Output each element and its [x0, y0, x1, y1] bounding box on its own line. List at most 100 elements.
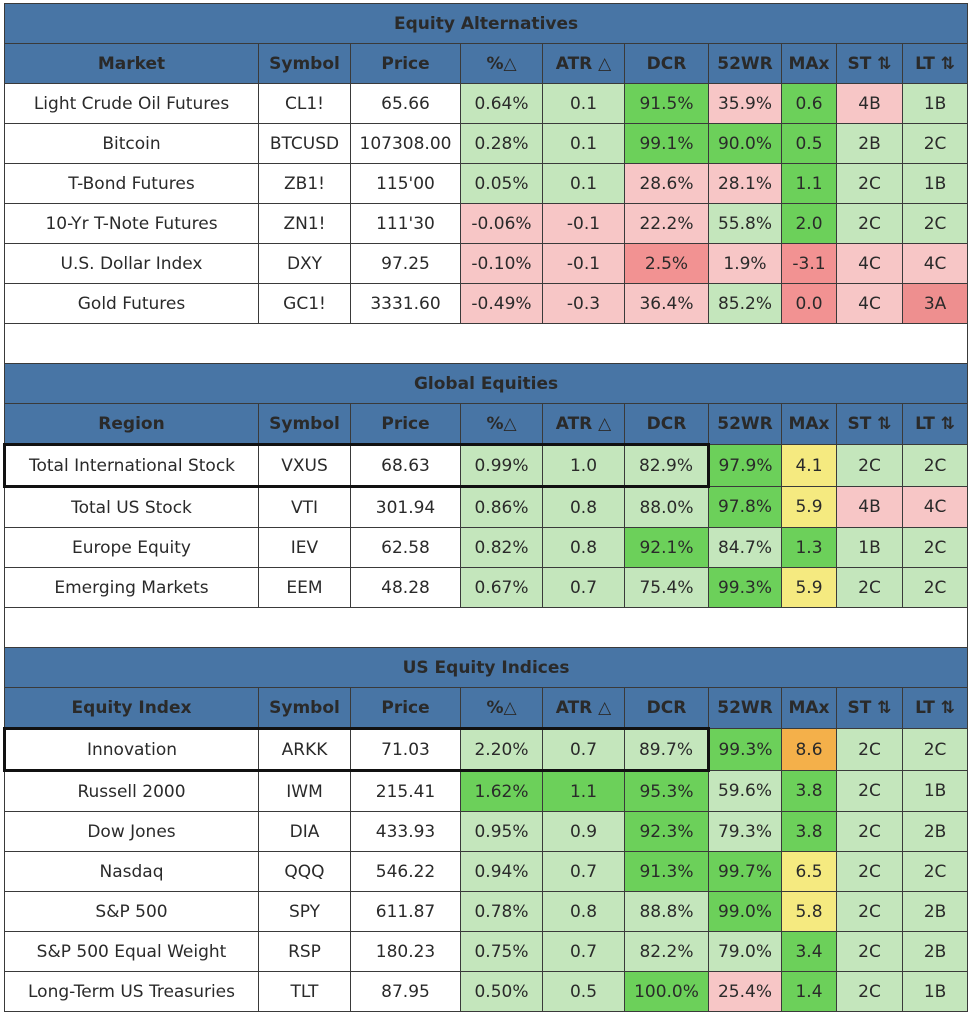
column-header-price: Price — [350, 687, 461, 729]
row-max: 3.4 — [781, 931, 837, 972]
table-row: T-Bond Futures ZB1! 115'00 0.05% 0.1 28.… — [4, 163, 969, 204]
column-header-symbol: Symbol — [258, 403, 351, 445]
row-price: 611.87 — [350, 891, 461, 932]
row-dcr: 28.6% — [624, 163, 709, 204]
row-lt: 2B — [901, 931, 969, 972]
column-header-max: MAx — [781, 403, 837, 445]
row-price: 87.95 — [350, 971, 461, 1012]
row-name: S&P 500 Equal Weight — [4, 931, 259, 972]
table-row: S&P 500 SPY 611.87 0.78% 0.8 88.8% 99.0%… — [4, 891, 969, 932]
row-dcr: 92.1% — [624, 527, 709, 568]
row-price: 3331.60 — [350, 283, 461, 324]
row-symbol: TLT — [258, 971, 351, 1012]
column-header-symbol: Symbol — [258, 43, 351, 84]
row-atr-change: 0.9 — [542, 811, 625, 852]
row-symbol: DXY — [258, 243, 351, 284]
row-max: 0.6 — [781, 83, 837, 124]
row-atr-change: 0.7 — [542, 727, 625, 772]
row-pct-change: 0.78% — [460, 891, 543, 932]
row-symbol: VXUS — [258, 443, 351, 488]
row-atr-change: 0.8 — [542, 891, 625, 932]
row-name: Innovation — [3, 727, 259, 772]
column-header-equity-index: Equity Index — [4, 687, 259, 729]
row-name: Europe Equity — [4, 527, 259, 568]
row-52wr: 1.9% — [708, 243, 782, 284]
row-lt: 3A — [901, 283, 969, 324]
row-st: 2C — [836, 811, 903, 852]
row-max: 1.3 — [781, 527, 837, 568]
row-price: 97.25 — [350, 243, 461, 284]
row-52wr: 55.8% — [708, 203, 782, 244]
table-row: Nasdaq QQQ 546.22 0.94% 0.7 91.3% 99.7% … — [4, 851, 969, 892]
row-st: 2C — [836, 891, 903, 932]
row-name: 10-Yr T-Note Futures — [4, 203, 259, 244]
row-dcr: 89.7% — [624, 727, 710, 772]
row-name: Long-Term US Treasuries — [4, 971, 259, 1012]
row-st: 4B — [836, 486, 903, 528]
row-max: 0.0 — [781, 283, 837, 324]
section-spacer — [3, 323, 969, 364]
row-52wr: 99.3% — [708, 567, 782, 608]
row-pct-change: 1.62% — [460, 770, 543, 812]
row-name: Nasdaq — [4, 851, 259, 892]
row-st: 2C — [836, 770, 903, 812]
row-price: 107308.00 — [350, 123, 461, 164]
table-row: Light Crude Oil Futures CL1! 65.66 0.64%… — [4, 83, 969, 124]
column-header-market: Market — [4, 43, 259, 84]
row-pct-change: 0.05% — [460, 163, 543, 204]
row-symbol: ZN1! — [258, 203, 351, 244]
column-header-lt: LT ⇅ — [901, 403, 969, 445]
row-max: 5.9 — [781, 567, 837, 608]
row-atr-change: 0.1 — [542, 163, 625, 204]
row-max: 2.0 — [781, 203, 837, 244]
row-dcr: 2.5% — [624, 243, 709, 284]
row-price: 180.23 — [350, 931, 461, 972]
row-52wr: 79.3% — [708, 811, 782, 852]
section-spacer — [3, 607, 969, 648]
row-pct-change: 2.20% — [460, 727, 543, 772]
row-name: Emerging Markets — [4, 567, 259, 608]
column-header-st: ST ⇅ — [836, 403, 903, 445]
row-52wr: 84.7% — [708, 527, 782, 568]
row-lt: 1B — [901, 971, 969, 1012]
row-st: 2C — [836, 851, 903, 892]
row-price: 62.58 — [350, 527, 461, 568]
column-header-atr-change: ATR △ — [542, 687, 625, 729]
row-symbol: RSP — [258, 931, 351, 972]
row-dcr: 91.5% — [624, 83, 709, 124]
row-st: 1B — [836, 527, 903, 568]
row-pct-change: 0.50% — [460, 971, 543, 1012]
row-pct-change: 0.64% — [460, 83, 543, 124]
row-price: 71.03 — [350, 727, 461, 772]
row-atr-change: 0.5 — [542, 971, 625, 1012]
row-pct-change: 0.86% — [460, 486, 543, 528]
row-atr-change: 0.7 — [542, 931, 625, 972]
row-dcr: 100.0% — [624, 971, 709, 1012]
column-header-dcr: DCR — [624, 403, 709, 445]
row-name: S&P 500 — [4, 891, 259, 932]
row-max: 3.8 — [781, 770, 837, 812]
table-row: S&P 500 Equal Weight RSP 180.23 0.75% 0.… — [4, 931, 969, 972]
row-max: -3.1 — [781, 243, 837, 284]
row-atr-change: 0.7 — [542, 851, 625, 892]
row-st: 2C — [836, 931, 903, 972]
row-symbol: BTCUSD — [258, 123, 351, 164]
column-header-atr-change: ATR △ — [542, 403, 625, 445]
table-row-highlighted: Total International Stock VXUS 68.63 0.9… — [3, 443, 969, 488]
row-atr-change: -0.1 — [542, 243, 625, 284]
row-price: 215.41 — [350, 770, 461, 812]
table-row: Bitcoin BTCUSD 107308.00 0.28% 0.1 99.1%… — [4, 123, 969, 164]
row-pct-change: 0.94% — [460, 851, 543, 892]
row-lt: 1B — [901, 770, 969, 812]
row-dcr: 22.2% — [624, 203, 709, 244]
row-dcr: 88.8% — [624, 891, 709, 932]
row-lt: 2C — [901, 567, 969, 608]
row-dcr: 82.9% — [624, 443, 710, 488]
row-name: Gold Futures — [4, 283, 259, 324]
row-dcr: 91.3% — [624, 851, 709, 892]
row-st: 2C — [836, 971, 903, 1012]
row-dcr: 82.2% — [624, 931, 709, 972]
row-max: 4.1 — [781, 444, 837, 487]
row-st: 4C — [836, 283, 903, 324]
row-dcr: 36.4% — [624, 283, 709, 324]
